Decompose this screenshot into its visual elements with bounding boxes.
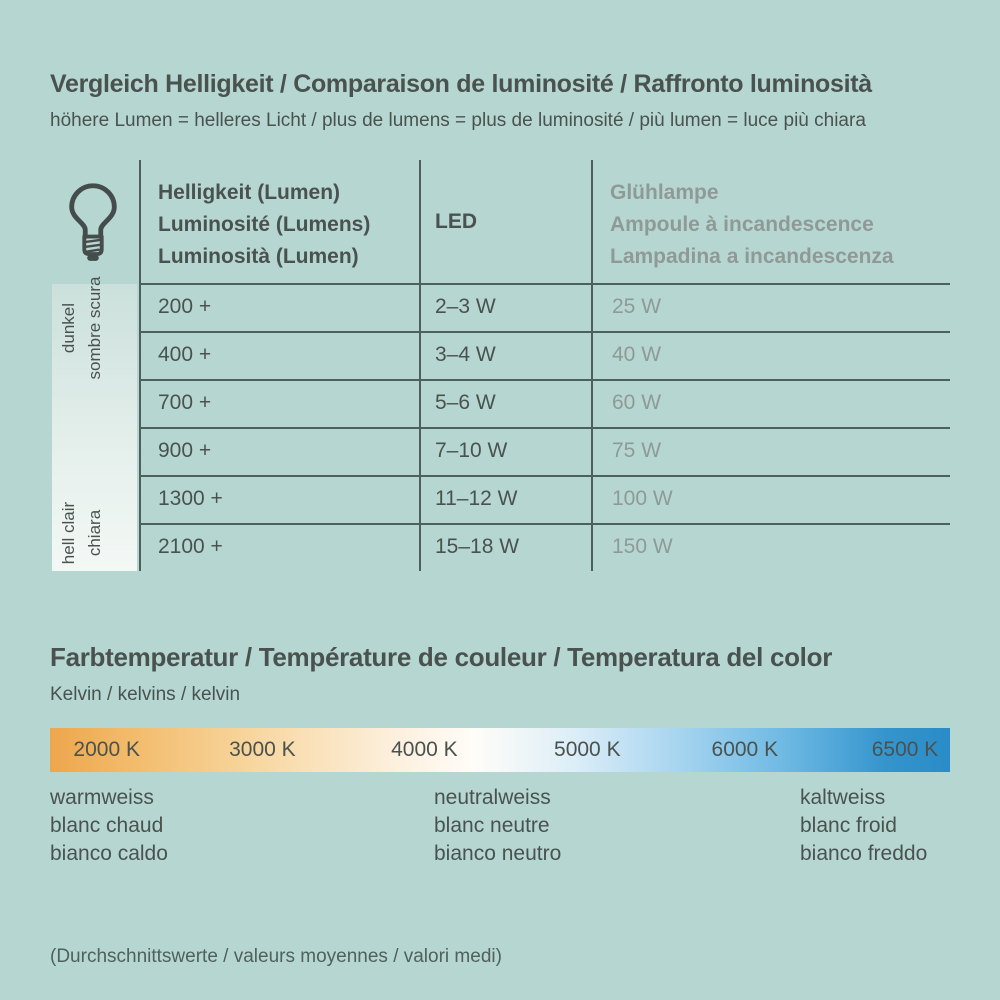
kelvin-tick-3000: 3000 K (229, 738, 296, 761)
lumen-value: 1300 + (158, 487, 223, 510)
light-bulb-icon (69, 183, 117, 261)
kelvin-tick-2000: 2000 K (73, 738, 140, 761)
table-divider-horizontal-3 (141, 379, 950, 381)
lumen-header-de: Helligkeit (Lumen) (158, 181, 341, 204)
color-temperature-subtitle: Kelvin / kelvins / kelvin (50, 684, 241, 705)
table-divider-horizontal-4 (141, 427, 950, 429)
table-divider-horizontal-5 (141, 475, 950, 477)
incandescent-watt-value: 25 W (612, 295, 662, 318)
table-divider-horizontal-1 (141, 283, 950, 285)
table-row: 200 + 2–3 W 25 W (0, 283, 1000, 331)
lumen-value: 400 + (158, 343, 212, 366)
table-row: 700 + 5–6 W 60 W (0, 379, 1000, 427)
incandescent-header-fr: Ampoule à incandescence (610, 213, 874, 236)
table-divider-vertical-1 (139, 160, 141, 571)
led-watt-value: 11–12 W (435, 487, 518, 510)
lumen-value: 900 + (158, 439, 212, 462)
warm-white-de: warmweiss (50, 786, 154, 809)
label-warm-white: warmweiss blanc chaud bianco caldo (50, 784, 168, 868)
table-row: 900 + 7–10 W 75 W (0, 427, 1000, 475)
incandescent-watt-value: 60 W (612, 391, 662, 414)
column-header-lumen: Helligkeit (Lumen) Luminosité (Lumens) L… (158, 177, 370, 273)
table-row: 400 + 3–4 W 40 W (0, 331, 1000, 379)
table-divider-horizontal-6 (141, 523, 950, 525)
incandescent-header-it: Lampadina a incandescenza (610, 245, 894, 268)
lumen-header-it: Luminosità (Lumen) (158, 245, 359, 268)
led-watt-value: 7–10 W (435, 439, 508, 462)
cold-white-de: kaltweiss (800, 786, 886, 809)
table-divider-vertical-3 (591, 160, 593, 571)
cold-white-fr: blanc froid (800, 814, 897, 837)
column-header-led: LED (435, 210, 477, 233)
table-row: 2100 + 15–18 W 150 W (0, 523, 1000, 571)
kelvin-tick-6000: 6000 K (711, 738, 779, 761)
kelvin-tick-4000: 4000 K (391, 738, 458, 761)
lumen-value: 2100 + (158, 535, 223, 558)
cold-white-it: bianco freddo (800, 842, 928, 865)
kelvin-gradient-bar: 2000 K 3000 K 4000 K 5000 K 6000 K 6500 … (50, 728, 950, 772)
incandescent-watt-value: 150 W (612, 535, 673, 558)
neutral-white-it: bianco neutro (434, 842, 562, 865)
table-row: 1300 + 11–12 W 100 W (0, 475, 1000, 523)
incandescent-header-de: Glühlampe (610, 181, 719, 204)
led-watt-value: 15–18 W (435, 535, 520, 558)
incandescent-watt-value: 100 W (612, 487, 673, 510)
brightness-title: Vergleich Helligkeit / Comparaison de lu… (50, 70, 872, 98)
incandescent-watt-value: 40 W (612, 343, 662, 366)
kelvin-tick-5000: 5000 K (554, 738, 621, 761)
brightness-subtitle: höhere Lumen = helleres Licht / plus de … (50, 110, 866, 131)
warm-white-it: bianco caldo (50, 842, 168, 865)
kelvin-tick-6500: 6500 K (871, 738, 939, 761)
lumen-value: 700 + (158, 391, 212, 414)
average-values-footnote: (Durchschnittswerte / valeurs moyennes /… (50, 946, 502, 967)
incandescent-watt-value: 75 W (612, 439, 662, 462)
color-temperature-title: Farbtemperatur / Température de couleur … (50, 642, 833, 672)
label-neutral-white: neutralweiss blanc neutre bianco neutro (434, 784, 561, 868)
neutral-white-fr: blanc neutre (434, 814, 550, 837)
led-watt-value: 2–3 W (435, 295, 496, 318)
lumen-value: 200 + (158, 295, 212, 318)
led-watt-value: 3–4 W (435, 343, 496, 366)
table-divider-horizontal-2 (141, 331, 950, 333)
table-divider-vertical-2 (419, 160, 421, 571)
column-header-incandescent: Glühlampe Ampoule à incandescence Lampad… (610, 177, 894, 273)
warm-white-fr: blanc chaud (50, 814, 164, 837)
lumen-header-fr: Luminosité (Lumens) (158, 213, 371, 236)
neutral-white-de: neutralweiss (434, 786, 551, 809)
brightness-scale-strip (52, 284, 137, 571)
led-watt-value: 5–6 W (435, 391, 496, 414)
label-cold-white: kaltweiss blanc froid bianco freddo (800, 784, 927, 868)
